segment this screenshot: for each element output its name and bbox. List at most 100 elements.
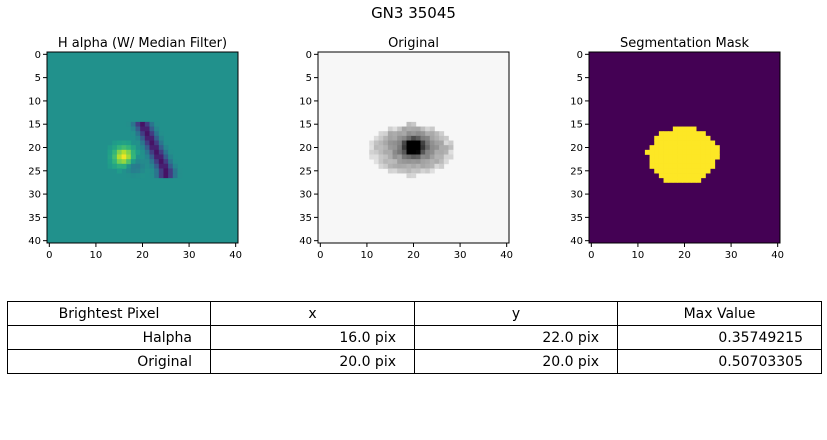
original-pixel <box>406 159 412 165</box>
segmentation-pixel <box>668 149 674 155</box>
segmentation-pixel <box>691 154 697 160</box>
original-title: Original <box>388 36 439 51</box>
segmentation-pixel <box>663 163 669 169</box>
segmentation-pixel <box>705 154 711 160</box>
segmentation-pixel <box>668 140 674 146</box>
segmentation-pixel <box>686 140 692 146</box>
halpha-pixel <box>168 154 174 160</box>
halpha-pixel <box>130 168 136 174</box>
halpha-pixel <box>140 168 146 174</box>
halpha-pixel <box>158 140 164 146</box>
halpha-pixel <box>154 135 160 141</box>
segmentation-pixel <box>672 159 678 165</box>
segmentation-pixel <box>682 145 688 151</box>
original-pixel <box>378 163 384 169</box>
original-pixel <box>387 149 393 155</box>
original-pixel <box>443 159 449 165</box>
segmentation-pixel <box>672 131 678 137</box>
segmentation-pixel <box>691 131 697 137</box>
original-pixel <box>411 145 417 151</box>
segmentation-pixel <box>686 145 692 151</box>
original-image <box>318 52 509 243</box>
halpha-pixel <box>144 140 150 146</box>
segmentation-x-tick-label: 40 <box>771 250 784 261</box>
halpha-pixel <box>107 159 113 165</box>
original-pixel <box>397 149 403 155</box>
segmentation-pixel <box>672 140 678 146</box>
segmentation-pixel <box>705 149 711 155</box>
segmentation-pixel <box>668 159 674 165</box>
segmentation-pixel <box>710 163 716 169</box>
segmentation-pixel <box>686 173 692 179</box>
halpha-pixel <box>172 168 178 174</box>
segmentation-pixel <box>691 126 697 132</box>
original-pixel <box>415 135 421 141</box>
halpha-pixel <box>149 159 155 165</box>
halpha-pixel <box>144 126 150 132</box>
original-pixel <box>401 168 407 174</box>
halpha-x-tick-label: 30 <box>183 250 196 261</box>
segmentation-pixel <box>691 168 697 174</box>
halpha-pixel <box>107 163 113 169</box>
halpha-pixel <box>130 154 136 160</box>
table-row: Original 20.0 pix 20.0 pix 0.50703305 <box>7 349 822 374</box>
segmentation-pixel <box>700 131 706 137</box>
original-pixel <box>378 135 384 141</box>
halpha-pixel <box>107 145 113 151</box>
segmentation-pixel <box>682 126 688 132</box>
halpha-pixel <box>144 168 150 174</box>
segmentation-pixel <box>686 135 692 141</box>
segmentation-pixel <box>696 140 702 146</box>
segmentation-pixel <box>663 140 669 146</box>
segmentation-y-tick-label: 0 <box>577 50 583 61</box>
segmentation-pixel <box>672 173 678 179</box>
segmentation-pixel <box>691 145 697 151</box>
halpha-pixel <box>144 135 150 141</box>
halpha-pixel <box>107 154 113 160</box>
segmentation-pixel <box>658 149 664 155</box>
halpha-pixel <box>144 159 150 165</box>
segmentation-pixel <box>649 149 655 155</box>
segmentation-pixel <box>696 173 702 179</box>
segmentation-pixel <box>649 159 655 165</box>
original-pixel <box>425 168 431 174</box>
halpha-pixel <box>154 126 160 132</box>
halpha-pixel <box>140 149 146 155</box>
original-pixel <box>378 140 384 146</box>
original-pixel <box>448 140 454 146</box>
original-pixel <box>415 145 421 151</box>
table-row-label: Halpha <box>7 325 211 350</box>
original-pixel <box>383 159 389 165</box>
halpha-pixel <box>135 168 141 174</box>
halpha-pixel <box>158 173 164 179</box>
original-pixel <box>429 149 435 155</box>
segmentation-pixel <box>663 145 669 151</box>
segmentation-pixel <box>658 131 664 137</box>
segmentation-pixel <box>658 159 664 165</box>
original-pixel <box>420 135 426 141</box>
segmentation-pixel <box>682 154 688 160</box>
original-pixel <box>406 173 412 179</box>
original-pixel <box>415 126 421 132</box>
halpha-pixel <box>163 140 169 146</box>
segmentation-pixel <box>682 173 688 179</box>
segmentation-pixel <box>668 163 674 169</box>
segmentation-pixel <box>686 131 692 137</box>
original-pixel <box>411 154 417 160</box>
original-pixel <box>415 131 421 137</box>
original-pixel <box>397 131 403 137</box>
halpha-pixel <box>177 168 183 174</box>
original-pixel <box>387 126 393 132</box>
halpha-pixel <box>172 173 178 179</box>
segmentation-y-tick-label: 30 <box>570 190 583 201</box>
halpha-pixel <box>144 131 150 137</box>
halpha-pixel <box>168 173 174 179</box>
table-cell: 16.0 pix <box>210 325 415 350</box>
original-pixel <box>401 163 407 169</box>
original-pixel <box>373 135 379 141</box>
halpha-pixel <box>149 135 155 141</box>
original-pixel <box>392 135 398 141</box>
segmentation-pixel <box>710 159 716 165</box>
segmentation-y-tick-label: 40 <box>570 236 583 247</box>
segmentation-pixel <box>686 149 692 155</box>
